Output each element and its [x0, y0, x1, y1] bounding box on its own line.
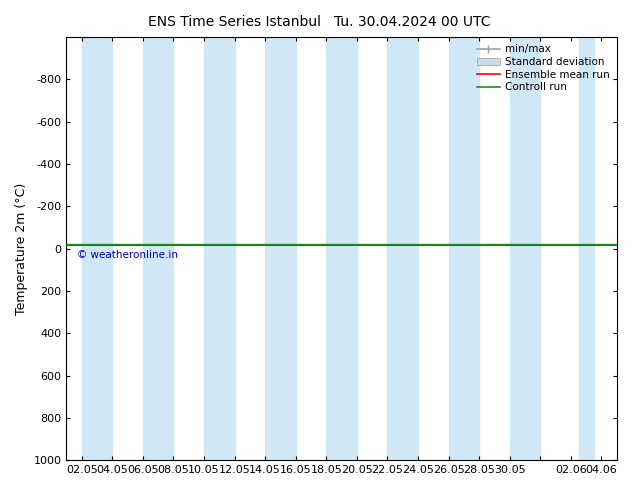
Text: © weatheronline.in: © weatheronline.in	[77, 250, 178, 260]
Bar	[510, 37, 540, 460]
Bar	[82, 37, 112, 460]
Bar	[579, 37, 594, 460]
Y-axis label: Temperature 2m (°C): Temperature 2m (°C)	[15, 182, 28, 315]
Legend: min/max, Standard deviation, Ensemble mean run, Controll run: min/max, Standard deviation, Ensemble me…	[474, 42, 612, 94]
Bar	[204, 37, 235, 460]
Bar	[327, 37, 357, 460]
Bar	[265, 37, 295, 460]
Bar	[387, 37, 418, 460]
Text: Tu. 30.04.2024 00 UTC: Tu. 30.04.2024 00 UTC	[334, 15, 490, 29]
Bar	[143, 37, 174, 460]
Text: ENS Time Series Istanbul: ENS Time Series Istanbul	[148, 15, 321, 29]
Bar	[449, 37, 479, 460]
